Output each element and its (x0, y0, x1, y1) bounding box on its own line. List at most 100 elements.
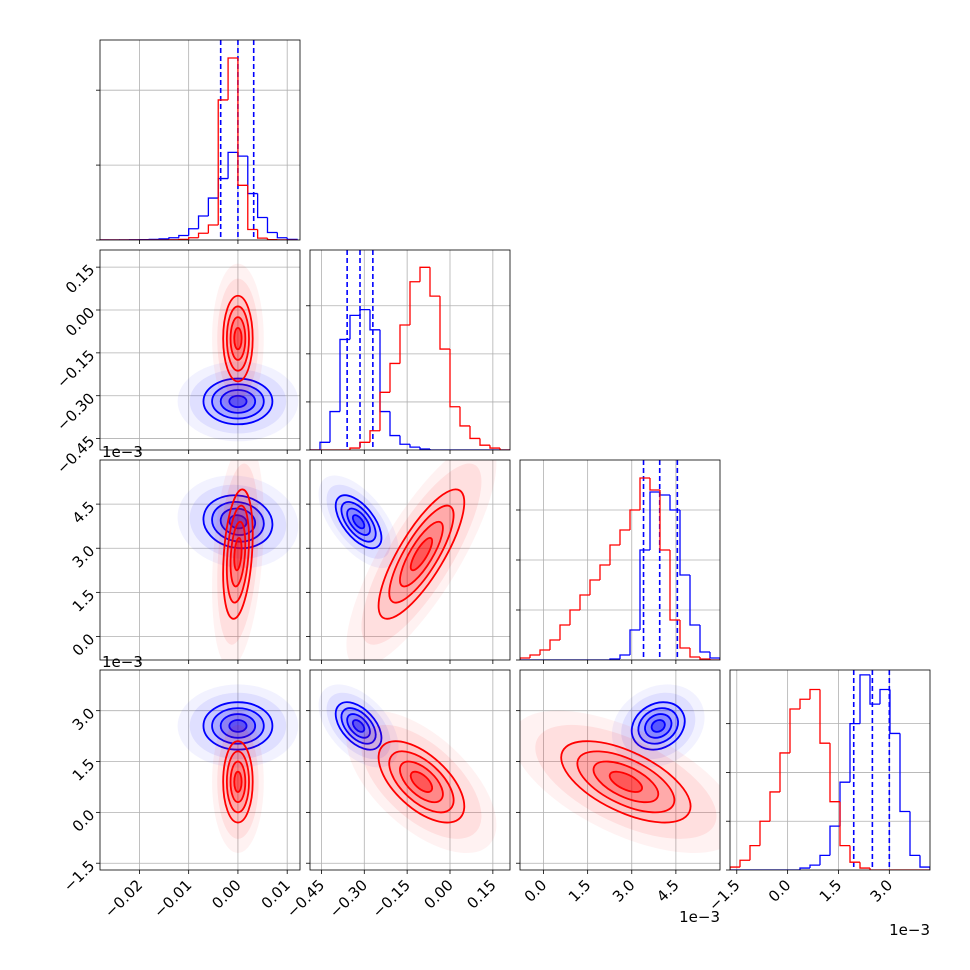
contour (409, 770, 434, 793)
hist-step (529, 654, 540, 658)
hist-step (256, 193, 268, 219)
panel-frame (309, 459, 511, 661)
hist-step (207, 224, 219, 234)
x-tick-label: 1.5 (565, 876, 595, 906)
hist-step (869, 674, 880, 705)
hist-step (639, 549, 650, 630)
panel (516, 459, 721, 664)
panel (306, 249, 511, 454)
hist-step (266, 238, 278, 240)
hist-step (549, 639, 560, 650)
contour (340, 707, 377, 745)
hist-step (469, 425, 480, 440)
y-tick-label: −0.15 (53, 346, 98, 391)
y-tick-label: 1.5 (69, 755, 99, 785)
x-tick-label: −1.5 (705, 876, 743, 914)
hist-step (379, 329, 390, 413)
contour (340, 501, 377, 543)
hist-step (709, 659, 720, 660)
y-tick-label: 0.00 (62, 304, 98, 340)
contour (222, 488, 254, 620)
scatter-cloud (535, 724, 717, 839)
hist-step (207, 197, 219, 217)
x-tick-label: −0.02 (101, 876, 146, 921)
x-tick-label: 1.5 (816, 876, 846, 906)
hist-step (168, 237, 179, 239)
hist-step (429, 449, 440, 450)
hist-step (829, 743, 840, 803)
plot-area (100, 40, 300, 240)
x-offset-label: 1e−3 (679, 908, 720, 926)
x-offset-label: 1e−3 (889, 921, 930, 939)
hist-step (479, 438, 490, 446)
contour (219, 713, 257, 739)
hist-step (789, 708, 800, 753)
contour (334, 494, 383, 550)
hist-step (759, 820, 770, 846)
hist-step (559, 624, 570, 640)
scatter-cloud (217, 463, 259, 645)
hist-step (158, 238, 169, 240)
x-tick-label: 4.5 (653, 876, 683, 906)
x-tick-label: 0.00 (208, 876, 244, 912)
hist-step (749, 844, 760, 861)
hist-step (809, 864, 820, 869)
x-tick-label: −0.01 (150, 876, 195, 921)
hist-step (739, 859, 750, 868)
hist-step (339, 338, 350, 412)
hist-step (659, 490, 670, 551)
y-tick-label: 0.0 (69, 806, 99, 836)
hist-step (419, 266, 430, 282)
hist-step (689, 648, 700, 658)
contour (233, 770, 243, 793)
hist-step (689, 575, 700, 626)
hist-step (779, 752, 790, 792)
hist-step (276, 232, 288, 239)
hist-step (839, 801, 850, 847)
panel-frame (519, 669, 721, 871)
hist-step (879, 688, 890, 705)
panel-frame (309, 669, 511, 871)
hist-step (197, 232, 209, 238)
hist-step (809, 688, 820, 700)
hist-step (237, 152, 248, 157)
hist-step (449, 349, 460, 408)
y-tick-label: −1.5 (60, 857, 98, 895)
contour (650, 719, 666, 733)
hist-step (369, 430, 380, 443)
x-tick-label: −0.45 (283, 876, 328, 921)
contour (351, 514, 366, 530)
hist-step (359, 441, 370, 449)
panel-frame (309, 249, 511, 451)
plot-area (100, 670, 300, 870)
scatter-cloud (177, 361, 299, 442)
contour (233, 537, 243, 572)
contour (608, 770, 643, 793)
hist-step (227, 57, 238, 100)
hist-step (409, 281, 420, 325)
y-tick-label: −0.45 (53, 432, 98, 477)
scatter-cloud (520, 710, 720, 854)
hist-step (369, 309, 380, 331)
hist-step (409, 444, 420, 448)
hist-step (247, 156, 258, 195)
hist-step (439, 296, 450, 350)
contour (334, 701, 383, 751)
hist-step (859, 862, 870, 869)
panel-frame (729, 669, 931, 871)
contour (229, 520, 247, 588)
contour (576, 750, 676, 814)
hist-step (649, 478, 660, 491)
plot-area (100, 460, 300, 660)
hist-step (539, 649, 550, 655)
hist-step (247, 185, 258, 231)
scatter-cloud (346, 710, 497, 854)
contour (351, 719, 366, 733)
hist-step (799, 698, 810, 710)
contour (228, 394, 248, 409)
hist-step (629, 509, 640, 530)
contour (346, 713, 371, 739)
hist-step (909, 811, 920, 857)
